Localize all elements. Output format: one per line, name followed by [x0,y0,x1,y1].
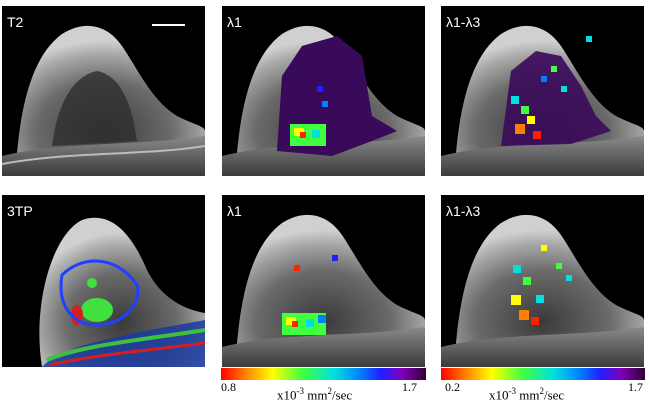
lambda1-3-map-image-bottom [441,214,644,367]
panel-label: λ1-λ3 [446,203,481,219]
t2-mri-image [2,26,205,176]
panel-label: T2 [7,14,24,30]
panel-3tp: 3TP [2,195,205,367]
colorbar-lambda1 [221,368,426,380]
colorbar-min-label: 0.2 [445,380,460,394]
scale-bar [152,24,185,26]
panel-lambda1-top: λ1 [222,6,425,176]
panel-lambda1-3-top: λ1-λ3 [441,6,644,176]
lambda1-3-map-image [441,26,644,176]
panel-label: λ1 [227,14,242,30]
lambda1-map-image-bottom [222,214,425,367]
3tp-map-image [39,217,205,367]
panel-label: 3TP [7,203,33,219]
colorbar-max-label: 1.7 [628,380,643,394]
panel-label: λ1-λ3 [446,14,481,30]
colorbar-lambda1-3 [441,368,645,380]
colorbar-unit-label: x10-3 mm2/sec [277,386,353,402]
panel-t2: T2 [2,6,205,176]
panel-lambda1-3-bottom: λ1-λ3 [441,195,644,367]
colorbar-unit-label: x10-3 mm2/sec [489,386,565,402]
colorbar-min-label: 0.8 [221,380,236,394]
lambda1-map-image [222,26,425,176]
colorbar-max-label: 1.7 [402,380,417,394]
panel-lambda1-bottom: λ1 [222,195,425,367]
panel-label: λ1 [227,203,242,219]
